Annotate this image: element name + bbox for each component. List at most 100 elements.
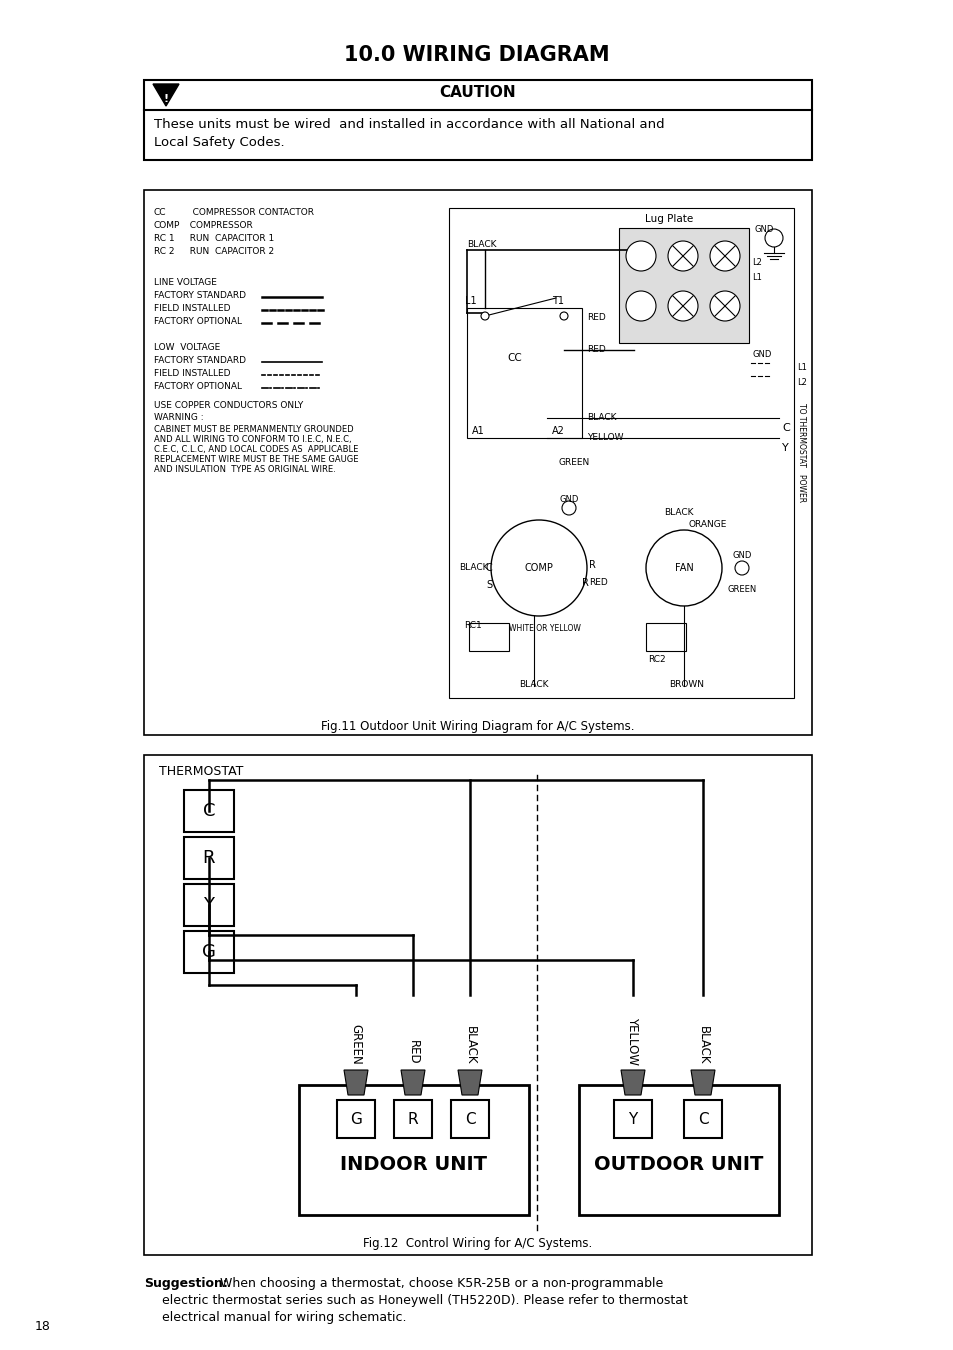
Polygon shape — [400, 1071, 424, 1095]
Text: C.E.C, C.L.C, AND LOCAL CODES AS  APPLICABLE: C.E.C, C.L.C, AND LOCAL CODES AS APPLICA… — [153, 446, 358, 454]
Text: GREEN: GREEN — [349, 1025, 362, 1065]
Text: These units must be wired  and installed in accordance with all National and: These units must be wired and installed … — [153, 117, 664, 131]
Circle shape — [561, 501, 576, 514]
Bar — [683, 1100, 721, 1138]
Text: L2: L2 — [751, 258, 761, 267]
Bar — [184, 790, 233, 832]
Text: 10.0 WIRING DIAGRAM: 10.0 WIRING DIAGRAM — [344, 45, 609, 65]
Circle shape — [734, 562, 748, 575]
Text: COMP: COMP — [153, 221, 180, 230]
Polygon shape — [620, 1071, 644, 1095]
Text: Lug Plate: Lug Plate — [644, 215, 693, 224]
Text: RUN  CAPACITOR 2: RUN CAPACITOR 2 — [184, 247, 274, 256]
Text: FIELD INSTALLED: FIELD INSTALLED — [153, 304, 231, 313]
Text: T1: T1 — [552, 296, 563, 306]
Text: BROWN: BROWN — [668, 680, 703, 688]
Circle shape — [667, 242, 698, 271]
Text: RED: RED — [588, 578, 607, 587]
Text: AND INSULATION  TYPE AS ORIGINAL WIRE.: AND INSULATION TYPE AS ORIGINAL WIRE. — [153, 464, 335, 474]
Bar — [578, 1085, 779, 1215]
Text: COMPRESSOR: COMPRESSOR — [184, 221, 253, 230]
Bar — [451, 1100, 489, 1138]
Circle shape — [667, 292, 698, 321]
Circle shape — [480, 312, 489, 320]
Text: RC 1: RC 1 — [153, 234, 174, 243]
Circle shape — [645, 531, 721, 606]
Text: YELLOW: YELLOW — [626, 1017, 639, 1065]
Bar — [394, 1100, 432, 1138]
Bar — [614, 1100, 651, 1138]
Text: AND ALL WIRING TO CONFORM TO I.E.C, N.E.C,: AND ALL WIRING TO CONFORM TO I.E.C, N.E.… — [153, 435, 352, 444]
Text: electrical manual for wiring schematic.: electrical manual for wiring schematic. — [162, 1311, 406, 1324]
Text: WHITE OR YELLOW: WHITE OR YELLOW — [509, 624, 580, 633]
Text: C: C — [697, 1111, 707, 1126]
Text: BLACK: BLACK — [586, 413, 616, 423]
Bar — [144, 755, 811, 1256]
Bar — [449, 208, 793, 698]
Text: Local Safety Codes.: Local Safety Codes. — [153, 136, 284, 148]
Text: GND: GND — [752, 350, 771, 359]
Bar — [184, 931, 233, 973]
Text: RED: RED — [406, 1041, 419, 1065]
Circle shape — [559, 312, 567, 320]
Text: REPLACEMENT WIRE MUST BE THE SAME GAUGE: REPLACEMENT WIRE MUST BE THE SAME GAUGE — [153, 455, 358, 464]
Text: A1: A1 — [472, 427, 484, 436]
Text: When choosing a thermostat, choose K5R-25B or a non-programmable: When choosing a thermostat, choose K5R-2… — [215, 1277, 662, 1291]
Bar — [184, 837, 233, 879]
Text: USE COPPER CONDUCTORS ONLY: USE COPPER CONDUCTORS ONLY — [153, 401, 303, 410]
Bar — [144, 190, 811, 734]
Text: BLACK: BLACK — [663, 508, 693, 517]
Text: LINE VOLTAGE: LINE VOLTAGE — [153, 278, 216, 288]
Text: G: G — [350, 1111, 361, 1126]
Text: INDOOR UNIT: INDOOR UNIT — [340, 1156, 487, 1174]
Text: R: R — [203, 849, 215, 867]
Text: GREEN: GREEN — [558, 458, 590, 467]
Bar — [336, 1100, 375, 1138]
Bar — [467, 308, 581, 437]
Text: BLACK: BLACK — [467, 240, 496, 248]
Text: GND: GND — [754, 225, 773, 234]
Text: WARNING :: WARNING : — [153, 413, 203, 423]
Text: BLACK: BLACK — [463, 1026, 476, 1065]
Text: Y: Y — [203, 896, 214, 914]
Circle shape — [625, 292, 656, 321]
Text: CC: CC — [506, 352, 521, 363]
Text: YELLOW: YELLOW — [586, 433, 623, 441]
Text: CC: CC — [153, 208, 167, 217]
Text: electric thermostat series such as Honeywell (TH5220D). Please refer to thermost: electric thermostat series such as Honey… — [162, 1295, 687, 1307]
Text: C: C — [485, 563, 493, 572]
Text: C: C — [464, 1111, 475, 1126]
Polygon shape — [690, 1071, 714, 1095]
Bar — [645, 622, 685, 651]
Text: LOW  VOLTAGE: LOW VOLTAGE — [153, 343, 220, 352]
Polygon shape — [457, 1071, 481, 1095]
Text: GND: GND — [732, 551, 751, 560]
Bar — [298, 1085, 529, 1215]
Circle shape — [491, 520, 586, 616]
Text: L1: L1 — [751, 273, 761, 282]
Text: RC2: RC2 — [647, 655, 665, 664]
Bar — [144, 80, 811, 161]
Text: Fig.12  Control Wiring for A/C Systems.: Fig.12 Control Wiring for A/C Systems. — [363, 1237, 592, 1250]
Text: L1: L1 — [796, 363, 806, 373]
Text: BLACK: BLACK — [458, 563, 488, 572]
Text: RED: RED — [586, 346, 605, 354]
Circle shape — [625, 242, 656, 271]
Text: BLACK: BLACK — [696, 1026, 709, 1065]
Text: L2: L2 — [796, 378, 806, 387]
Text: Y: Y — [628, 1111, 637, 1126]
Text: Suggestion:: Suggestion: — [144, 1277, 228, 1291]
Text: Y: Y — [781, 443, 788, 454]
Text: R: R — [581, 578, 588, 589]
Text: FIELD INSTALLED: FIELD INSTALLED — [153, 369, 231, 378]
Text: FACTORY STANDARD: FACTORY STANDARD — [153, 292, 246, 300]
Circle shape — [764, 230, 782, 247]
Text: FAN: FAN — [674, 563, 693, 572]
Text: COMP: COMP — [524, 563, 553, 572]
Text: RC1: RC1 — [463, 621, 481, 630]
Text: FACTORY STANDARD: FACTORY STANDARD — [153, 356, 246, 365]
Text: CABINET MUST BE PERMANMENTLY GROUNDED: CABINET MUST BE PERMANMENTLY GROUNDED — [153, 425, 354, 433]
Bar — [469, 622, 509, 651]
Circle shape — [709, 292, 740, 321]
Text: R: R — [407, 1111, 417, 1126]
